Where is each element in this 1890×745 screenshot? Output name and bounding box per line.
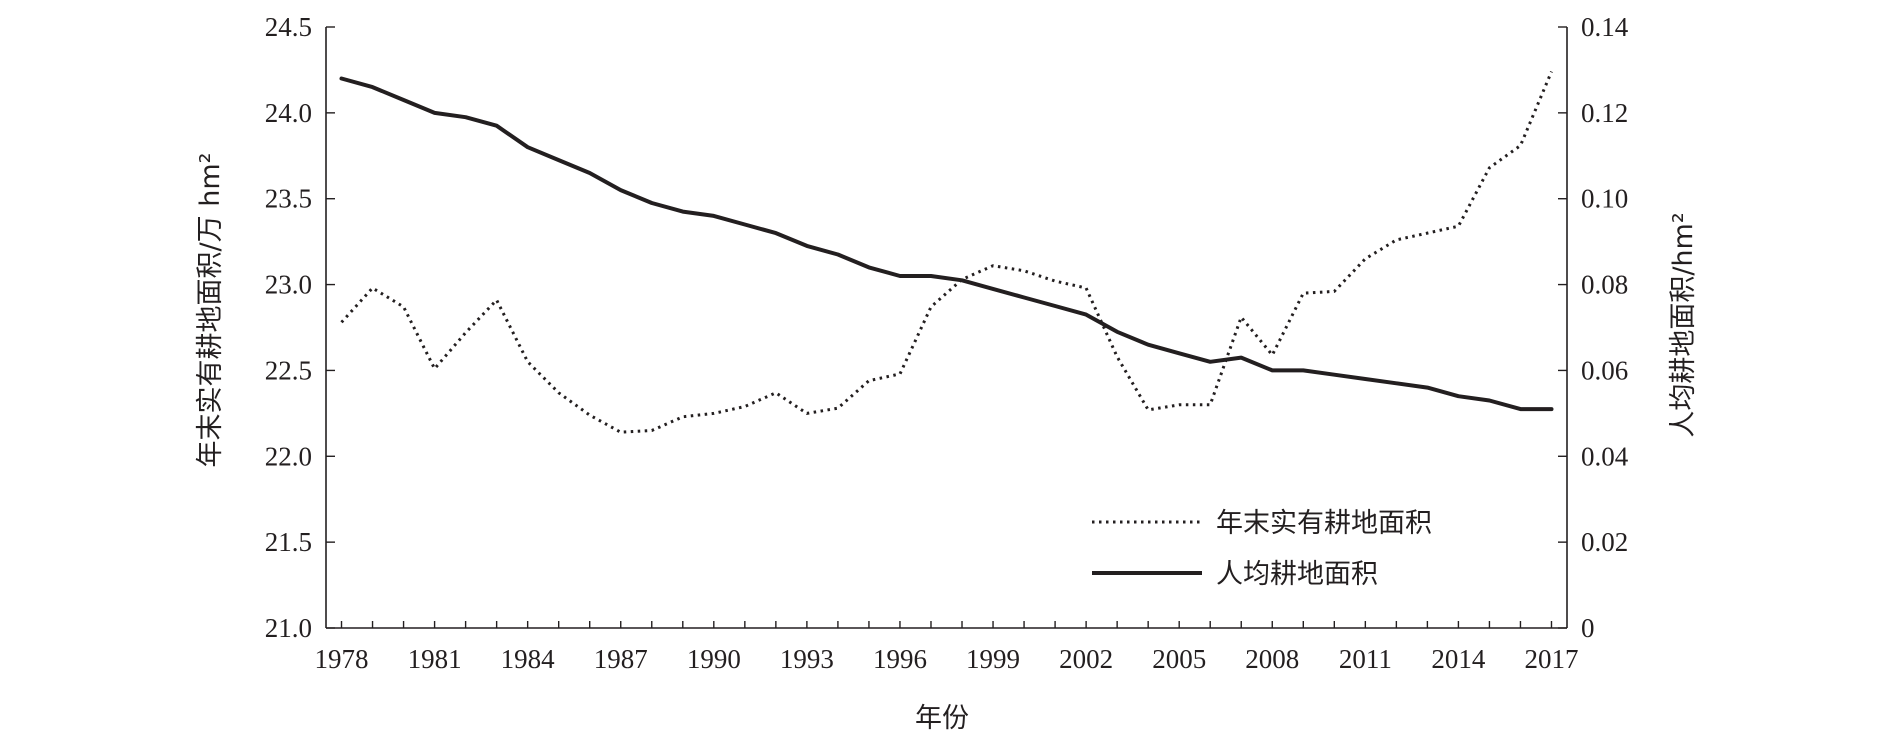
y-right-tick-label: 0.08 bbox=[1581, 270, 1628, 300]
legend-label-per-capita-area: 人均耕地面积 bbox=[1216, 559, 1378, 590]
y-right-tick-label: 0.12 bbox=[1581, 98, 1628, 128]
y-left-tick-label: 23.0 bbox=[265, 270, 312, 300]
y-left-tick-label: 21.5 bbox=[265, 527, 312, 557]
x-tick-label: 1999 bbox=[966, 644, 1020, 674]
legend-label-cultivated-area: 年末实有耕地面积 bbox=[1216, 508, 1432, 539]
series-line-cultivated-area bbox=[340, 71, 1553, 434]
x-tick-label: 1984 bbox=[501, 644, 556, 674]
y-right-tick-label: 0.06 bbox=[1581, 355, 1628, 385]
x-tick-label: 1993 bbox=[780, 644, 834, 674]
x-tick-label: 2002 bbox=[1059, 644, 1113, 674]
x-tick-label: 2011 bbox=[1339, 644, 1392, 674]
x-tick-label: 1990 bbox=[687, 644, 741, 674]
y-left-tick-label: 22.0 bbox=[265, 441, 312, 471]
y-right-tick-label: 0.10 bbox=[1581, 184, 1628, 214]
series-layer bbox=[339, 71, 1554, 434]
y-right-tick-label: 0.04 bbox=[1581, 441, 1629, 471]
y-left-tick-label: 24.0 bbox=[265, 98, 312, 128]
y-left-tick-label: 23.5 bbox=[265, 184, 312, 214]
y-left-tick-label: 21.0 bbox=[265, 613, 312, 643]
y-right-tick-label: 0 bbox=[1581, 613, 1595, 643]
x-tick-label: 1981 bbox=[408, 644, 462, 674]
y-right-axis-title: 人均耕地面积/hm² bbox=[1668, 212, 1699, 437]
y-right-tick-label: 0.02 bbox=[1581, 527, 1628, 557]
x-tick-label: 1996 bbox=[873, 644, 927, 674]
y-left-tick-label: 24.5 bbox=[265, 12, 312, 42]
x-tick-label: 2005 bbox=[1152, 644, 1206, 674]
x-tick-label: 2008 bbox=[1245, 644, 1299, 674]
x-tick-label: 2014 bbox=[1431, 644, 1486, 674]
x-tick-label: 1987 bbox=[594, 644, 648, 674]
series-line-per-capita-area bbox=[339, 76, 1554, 412]
x-tick-label: 2017 bbox=[1524, 644, 1578, 674]
x-tick-label: 1978 bbox=[315, 644, 369, 674]
axes: 21.0 21.5 22.0 22.5 23.0 23.5 24.0 24.5 0 0.02 0.0… bbox=[265, 12, 1629, 674]
y-right-tick-label: 0.14 bbox=[1581, 12, 1629, 42]
x-axis-title: 年份 bbox=[915, 703, 969, 734]
y-left-tick-label: 22.5 bbox=[265, 355, 312, 385]
y-left-axis-title: 年末实有耕地面积/万 hm² bbox=[195, 153, 226, 468]
